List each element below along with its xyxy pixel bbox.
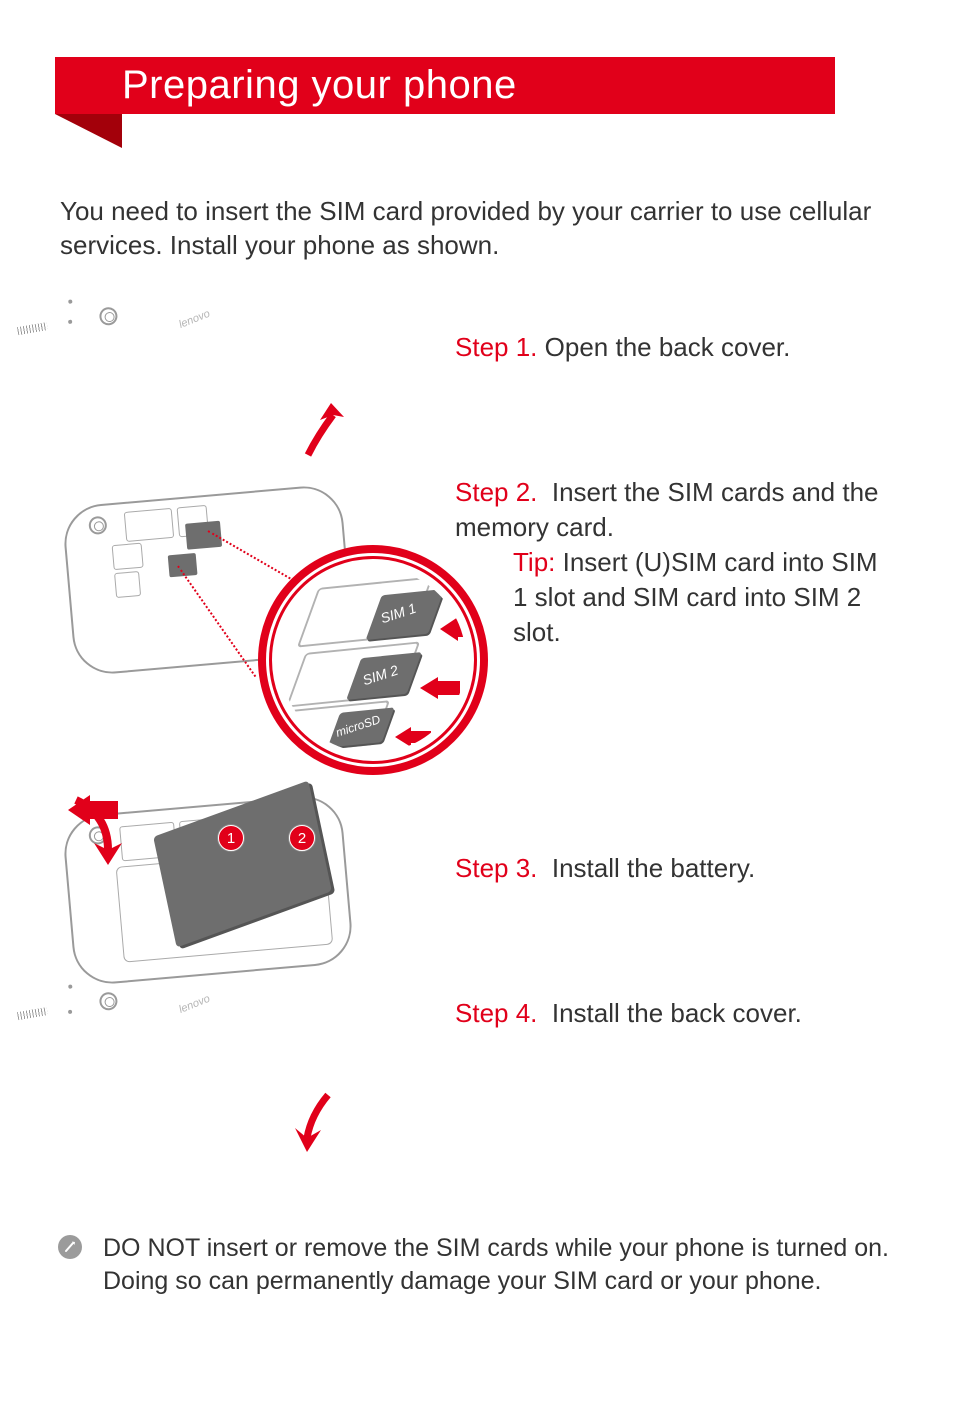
- warning-text: DO NOT insert or remove the SIM cards wh…: [103, 1232, 893, 1300]
- header-title: Preparing your phone: [122, 63, 517, 107]
- steps-column: Step 1. Open the back cover. Step 2. Ins…: [455, 330, 895, 1141]
- step-4-text: Step 4. Install the back cover.: [455, 996, 895, 1031]
- camera-icon: [88, 516, 108, 536]
- insert-arrow-icon: [420, 677, 460, 704]
- step-1-text: Step 1. Open the back cover.: [455, 330, 895, 365]
- badge-2: 2: [289, 825, 315, 851]
- step-3-text: Step 3. Install the battery.: [455, 851, 895, 886]
- intro-paragraph: You need to insert the SIM card provided…: [60, 195, 880, 263]
- note-icon: [58, 1235, 82, 1259]
- insert-arrow-icon: [440, 617, 466, 646]
- brand-logo: lenovo: [177, 308, 212, 331]
- header-fold: [55, 114, 122, 148]
- step-2-tip-label: Tip:: [513, 547, 555, 577]
- speaker-icon: [17, 322, 48, 335]
- insert-arrow-icon: [395, 727, 431, 752]
- zoom-circle: SIM 1 SIM 2 microSD: [258, 545, 488, 775]
- step-1-body: Open the back cover.: [545, 332, 791, 362]
- badge-1: 1: [218, 825, 244, 851]
- step-2-text: Step 2. Insert the SIM cards and the mem…: [455, 475, 895, 650]
- document-page: Preparing your phone You need to insert …: [0, 0, 954, 1419]
- step-2-tip-body: Insert (U)SIM card into SIM 1 slot and S…: [513, 547, 878, 647]
- header-banner: Preparing your phone: [55, 57, 835, 114]
- step-2-illustration: SIM 1 SIM 2 microSD: [68, 485, 498, 795]
- step-3-illustration: 1 2: [68, 795, 498, 985]
- step-4-illustration: lenovo: [68, 985, 348, 1170]
- step-4-body: Install the back cover.: [552, 998, 802, 1028]
- illustrations-column: lenovo: [68, 300, 498, 1170]
- camera-icon: [98, 991, 119, 1012]
- step-3-body: Install the battery.: [552, 853, 755, 883]
- camera-icon: [98, 306, 119, 327]
- speaker-icon: [17, 1007, 48, 1020]
- warning-block: DO NOT insert or remove the SIM cards wh…: [58, 1232, 893, 1300]
- brand-logo: lenovo: [177, 993, 212, 1016]
- step-1-illustration: lenovo: [68, 300, 348, 485]
